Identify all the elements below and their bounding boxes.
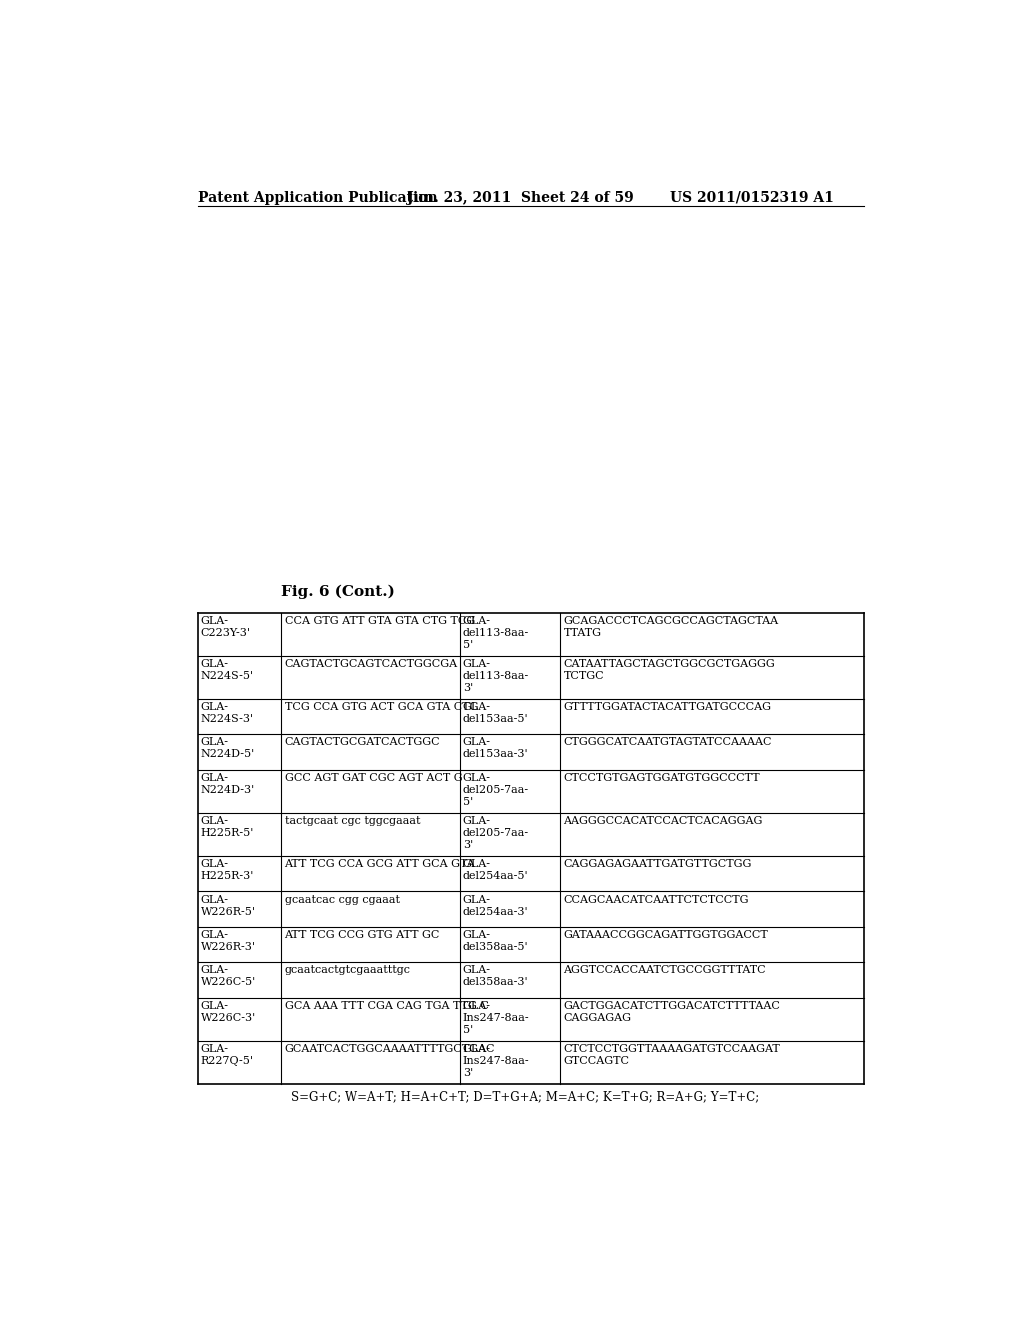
Text: GLA-
del153aa-3': GLA- del153aa-3' (463, 738, 528, 759)
Text: GTTTTGGATACTACATTGATGCCCAG: GTTTTGGATACTACATTGATGCCCAG (563, 702, 771, 711)
Text: gcaatcactgtcgaaatttgc: gcaatcactgtcgaaatttgc (285, 965, 411, 975)
Text: GLA-
del113-8aa-
5': GLA- del113-8aa- 5' (463, 615, 529, 649)
Text: GLA-
del358aa-3': GLA- del358aa-3' (463, 965, 528, 987)
Text: CAGTACTGCGATCACTGGC: CAGTACTGCGATCACTGGC (285, 738, 440, 747)
Text: CCAGCAACATCAATTCTCTCCTG: CCAGCAACATCAATTCTCTCCTG (563, 895, 749, 904)
Text: AAGGGCCACATCCACTCACAGGAG: AAGGGCCACATCCACTCACAGGAG (563, 816, 763, 826)
Text: CTCCTGTGAGTGGATGTGGCCCTT: CTCCTGTGAGTGGATGTGGCCCTT (563, 774, 760, 783)
Text: CAGTACTGCAGTCACTGGCGA: CAGTACTGCAGTCACTGGCGA (285, 659, 458, 669)
Text: GLA-
Ins247-8aa-
5': GLA- Ins247-8aa- 5' (463, 1001, 529, 1035)
Text: GCC AGT GAT CGC AGT ACT G: GCC AGT GAT CGC AGT ACT G (285, 774, 462, 783)
Text: ATT TCG CCA GCG ATT GCA GTA: ATT TCG CCA GCG ATT GCA GTA (285, 859, 475, 869)
Text: GATAAACCGGCAGATTGGTGGACCT: GATAAACCGGCAGATTGGTGGACCT (563, 929, 768, 940)
Text: tactgcaat cgc tggcgaaat: tactgcaat cgc tggcgaaat (285, 816, 420, 826)
Text: GCA AAA TTT CGA CAG TGA TTG C: GCA AAA TTT CGA CAG TGA TTG C (285, 1001, 488, 1011)
Text: GLA-
N224S-3': GLA- N224S-3' (201, 702, 254, 725)
Text: GLA-
W226C-3': GLA- W226C-3' (201, 1001, 256, 1023)
Text: GLA-
Ins247-8aa-
3': GLA- Ins247-8aa- 3' (463, 1044, 529, 1078)
Text: TCG CCA GTG ACT GCA GTA CTG: TCG CCA GTG ACT GCA GTA CTG (285, 702, 478, 711)
Text: GLA-
del254aa-3': GLA- del254aa-3' (463, 895, 528, 916)
Text: GLA-
del153aa-5': GLA- del153aa-5' (463, 702, 528, 725)
Text: AGGTCCACCAATCTGCCGGTTTATC: AGGTCCACCAATCTGCCGGTTTATC (563, 965, 766, 975)
Text: GLA-
N224D-3': GLA- N224D-3' (201, 774, 255, 795)
Text: GLA-
W226R-5': GLA- W226R-5' (201, 895, 256, 916)
Text: gcaatcac cgg cgaaat: gcaatcac cgg cgaaat (285, 895, 399, 904)
Text: GCAATCACTGGCAAAATTTTGCTGAC: GCAATCACTGGCAAAATTTTGCTGAC (285, 1044, 495, 1053)
Text: CTGGGCATCAATGTAGTATCCAAAAC: CTGGGCATCAATGTAGTATCCAAAAC (563, 738, 772, 747)
Text: GLA-
N224S-5': GLA- N224S-5' (201, 659, 254, 681)
Text: GLA-
del254aa-5': GLA- del254aa-5' (463, 859, 528, 882)
Text: Patent Application Publication: Patent Application Publication (198, 191, 437, 205)
Text: GLA-
del358aa-5': GLA- del358aa-5' (463, 929, 528, 952)
Text: GLA-
W226C-5': GLA- W226C-5' (201, 965, 256, 987)
Text: GLA-
del205-7aa-
5': GLA- del205-7aa- 5' (463, 774, 529, 807)
Text: GLA-
R227Q-5': GLA- R227Q-5' (201, 1044, 254, 1067)
Text: Fig. 6 (Cont.): Fig. 6 (Cont.) (282, 585, 395, 599)
Text: Jun. 23, 2011  Sheet 24 of 59: Jun. 23, 2011 Sheet 24 of 59 (407, 191, 634, 205)
Text: GLA-
C223Y-3': GLA- C223Y-3' (201, 615, 251, 638)
Text: GCAGACCCTCAGCGCCAGCTAGCTAA
TTATG: GCAGACCCTCAGCGCCAGCTAGCTAA TTATG (563, 615, 778, 638)
Text: GLA-
H225R-3': GLA- H225R-3' (201, 859, 254, 882)
Text: S=G+C; W=A+T; H=A+C+T; D=T+G+A; M=A+C; K=T+G; R=A+G; Y=T+C;: S=G+C; W=A+T; H=A+C+T; D=T+G+A; M=A+C; K… (291, 1090, 759, 1104)
Text: CAGGAGAGAATTGATGTTGCTGG: CAGGAGAGAATTGATGTTGCTGG (563, 859, 752, 869)
Text: GLA-
N224D-5': GLA- N224D-5' (201, 738, 255, 759)
Text: CATAATTAGCTAGCTGGCGCTGAGGG
TCTGC: CATAATTAGCTAGCTGGCGCTGAGGG TCTGC (563, 659, 775, 681)
Text: GACTGGACATCTTGGACATCTTTTAAC
CAGGAGAG: GACTGGACATCTTGGACATCTTTTAAC CAGGAGAG (563, 1001, 780, 1023)
Text: US 2011/0152319 A1: US 2011/0152319 A1 (671, 191, 835, 205)
Text: GLA-
del205-7aa-
3': GLA- del205-7aa- 3' (463, 816, 529, 850)
Text: CTCTCCTGGTTAAAAGATGTCCAAGAT
GTCCAGTC: CTCTCCTGGTTAAAAGATGTCCAAGAT GTCCAGTC (563, 1044, 780, 1067)
Text: GLA-
H225R-5': GLA- H225R-5' (201, 816, 254, 838)
Text: CCA GTG ATT GTA GTA CTG TCG: CCA GTG ATT GTA GTA CTG TCG (285, 615, 475, 626)
Text: ATT TCG CCG GTG ATT GC: ATT TCG CCG GTG ATT GC (285, 929, 440, 940)
Text: GLA-
W226R-3': GLA- W226R-3' (201, 929, 256, 952)
Text: GLA-
del113-8aa-
3': GLA- del113-8aa- 3' (463, 659, 529, 693)
